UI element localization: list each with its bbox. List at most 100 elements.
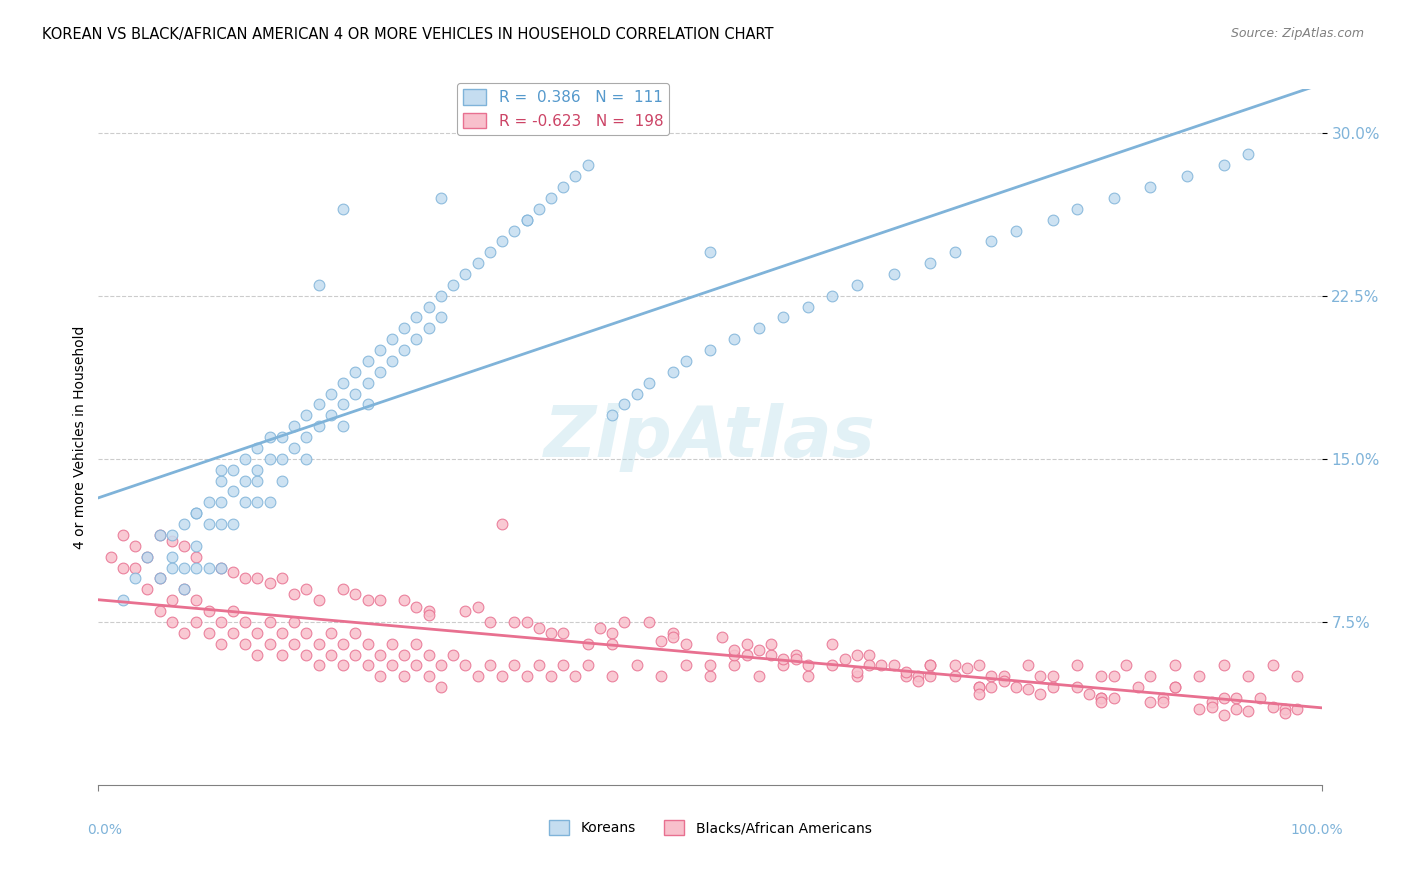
Point bbox=[920, 669, 942, 683]
Point bbox=[723, 332, 745, 346]
Point bbox=[491, 669, 513, 683]
Point bbox=[980, 680, 1002, 694]
Point bbox=[920, 658, 942, 673]
Point bbox=[356, 658, 378, 673]
Point bbox=[283, 615, 305, 629]
Y-axis label: 4 or more Vehicles in Household: 4 or more Vehicles in Household bbox=[73, 326, 87, 549]
Point bbox=[308, 397, 330, 411]
Point bbox=[332, 376, 354, 390]
Point bbox=[600, 409, 623, 423]
Point bbox=[478, 658, 501, 673]
Point bbox=[259, 430, 281, 444]
Point bbox=[858, 648, 880, 662]
Point bbox=[797, 669, 820, 683]
Point bbox=[748, 669, 770, 683]
Point bbox=[1102, 690, 1125, 705]
Point bbox=[943, 245, 966, 260]
Point bbox=[845, 648, 868, 662]
Point bbox=[149, 528, 172, 542]
Point bbox=[894, 669, 917, 683]
Point bbox=[124, 539, 146, 553]
Point bbox=[283, 441, 305, 455]
Point bbox=[553, 625, 575, 640]
Point bbox=[332, 202, 354, 216]
Point bbox=[1261, 658, 1284, 673]
Point bbox=[503, 223, 526, 237]
Point bbox=[907, 673, 929, 688]
Point bbox=[209, 495, 232, 509]
Point bbox=[186, 506, 208, 520]
Point bbox=[1164, 680, 1187, 694]
Point bbox=[491, 516, 513, 531]
Point bbox=[797, 658, 820, 673]
Point bbox=[540, 669, 562, 683]
Point bbox=[368, 593, 391, 607]
Point bbox=[136, 549, 159, 564]
Point bbox=[136, 549, 159, 564]
Point bbox=[332, 419, 354, 434]
Point bbox=[136, 582, 159, 597]
Point bbox=[270, 571, 294, 585]
Point bbox=[222, 625, 245, 640]
Point bbox=[1212, 690, 1234, 705]
Point bbox=[124, 571, 146, 585]
Point bbox=[478, 245, 501, 260]
Point bbox=[1188, 669, 1211, 683]
Point bbox=[186, 549, 208, 564]
Point bbox=[540, 191, 562, 205]
Point bbox=[467, 256, 489, 270]
Point bbox=[1017, 682, 1039, 697]
Point bbox=[233, 495, 256, 509]
Point bbox=[418, 604, 440, 618]
Point bbox=[392, 648, 416, 662]
Point bbox=[368, 365, 391, 379]
Point bbox=[173, 582, 195, 597]
Point bbox=[319, 625, 342, 640]
Point bbox=[283, 419, 305, 434]
Point bbox=[576, 158, 599, 172]
Point bbox=[392, 669, 416, 683]
Point bbox=[332, 637, 354, 651]
Point bbox=[173, 539, 195, 553]
Point bbox=[1212, 658, 1234, 673]
Point bbox=[967, 658, 990, 673]
Point bbox=[1201, 695, 1223, 709]
Point bbox=[270, 451, 294, 466]
Point bbox=[1090, 695, 1112, 709]
Text: Source: ZipAtlas.com: Source: ZipAtlas.com bbox=[1230, 27, 1364, 40]
Point bbox=[503, 658, 526, 673]
Point bbox=[319, 409, 342, 423]
Text: ZipAtlas: ZipAtlas bbox=[544, 402, 876, 472]
Point bbox=[173, 582, 195, 597]
Point bbox=[186, 560, 208, 574]
Point bbox=[160, 615, 183, 629]
Point bbox=[675, 354, 697, 368]
Point bbox=[1237, 147, 1260, 161]
Point bbox=[600, 625, 623, 640]
Point bbox=[222, 565, 245, 579]
Point bbox=[1152, 690, 1174, 705]
Point bbox=[1164, 680, 1187, 694]
Point bbox=[1225, 702, 1247, 716]
Point bbox=[430, 289, 453, 303]
Point bbox=[478, 615, 501, 629]
Point bbox=[907, 669, 929, 683]
Point bbox=[1066, 202, 1088, 216]
Point bbox=[503, 615, 526, 629]
Point bbox=[845, 277, 868, 292]
Point bbox=[197, 495, 219, 509]
Point bbox=[454, 658, 477, 673]
Point bbox=[111, 528, 134, 542]
Point bbox=[233, 615, 256, 629]
Point bbox=[515, 212, 537, 227]
Point bbox=[675, 637, 697, 651]
Point bbox=[418, 669, 440, 683]
Point bbox=[295, 648, 318, 662]
Point bbox=[441, 277, 464, 292]
Point bbox=[772, 652, 794, 666]
Point bbox=[368, 648, 391, 662]
Point bbox=[149, 604, 172, 618]
Point bbox=[209, 637, 232, 651]
Point bbox=[308, 419, 330, 434]
Point bbox=[1102, 669, 1125, 683]
